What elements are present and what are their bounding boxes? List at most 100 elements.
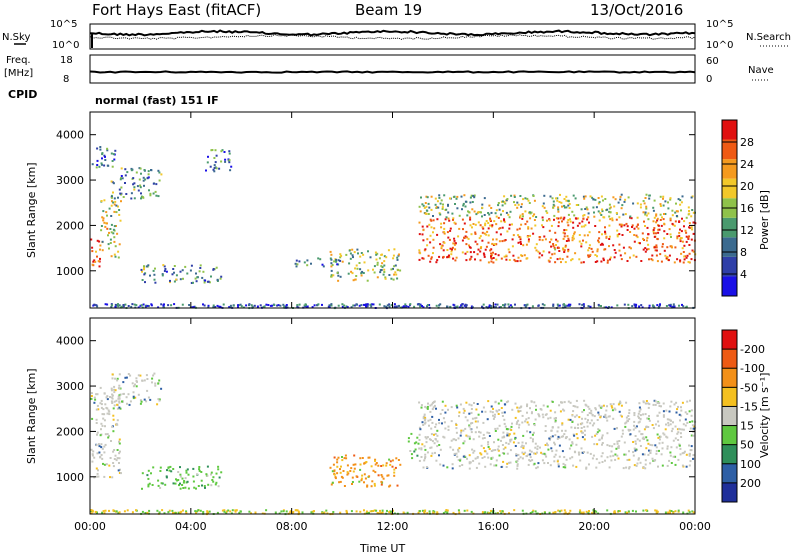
velocity-cell bbox=[160, 482, 163, 485]
power-colorbar-label-tick: 24 bbox=[740, 158, 754, 171]
power-cell bbox=[667, 201, 669, 204]
power-cell bbox=[451, 212, 454, 215]
power-cell bbox=[373, 265, 376, 268]
velocity-cell bbox=[455, 431, 458, 434]
power-cell bbox=[481, 206, 484, 209]
velocity-cell bbox=[341, 476, 344, 479]
velocity-cell bbox=[100, 446, 103, 449]
velocity-cell bbox=[375, 509, 378, 512]
velocity-cell bbox=[677, 431, 680, 434]
power-cell bbox=[522, 198, 525, 201]
power-cell bbox=[432, 219, 435, 222]
velocity-cell bbox=[597, 428, 600, 431]
power-cell bbox=[426, 196, 429, 199]
power-cell bbox=[683, 258, 686, 261]
velocity-cell bbox=[354, 463, 357, 466]
power-cell bbox=[687, 206, 690, 209]
velocity-cell bbox=[628, 467, 631, 470]
power-cell bbox=[101, 152, 104, 155]
power-cell bbox=[383, 305, 386, 308]
power-cell bbox=[622, 213, 625, 216]
power-ylabel: Slant Range [km] bbox=[25, 162, 38, 258]
velocity-cell bbox=[176, 479, 179, 482]
power-cell bbox=[508, 259, 511, 261]
velocity-x-axis: 00:00 04:00 08:00 12:00 16:00 20:00 00:00 bbox=[74, 318, 711, 533]
velocity-cell bbox=[569, 509, 572, 512]
velocity-cell bbox=[446, 511, 449, 514]
velocity-cell bbox=[563, 409, 566, 412]
velocity-cell bbox=[529, 431, 532, 434]
power-cell bbox=[465, 230, 468, 233]
velocity-cell bbox=[351, 476, 354, 479]
power-cell bbox=[145, 265, 148, 268]
velocity-cell bbox=[658, 449, 660, 452]
power-cell bbox=[544, 238, 547, 241]
power-cell bbox=[629, 256, 631, 259]
power-cell bbox=[480, 246, 483, 248]
power-cell bbox=[620, 207, 623, 210]
power-cell bbox=[563, 304, 566, 307]
velocity-cell bbox=[108, 413, 111, 416]
velocity-cell bbox=[139, 402, 142, 405]
power-cell bbox=[530, 211, 533, 214]
power-cell bbox=[501, 200, 504, 203]
power-cell bbox=[175, 274, 178, 277]
power-cell bbox=[99, 146, 102, 148]
power-cell bbox=[214, 306, 217, 308]
power-cell bbox=[91, 246, 94, 249]
power-cell bbox=[491, 225, 494, 228]
velocity-cell bbox=[587, 512, 590, 515]
velocity-cell bbox=[676, 408, 679, 411]
power-cell bbox=[601, 233, 603, 236]
power-cell bbox=[493, 243, 496, 246]
power-cell bbox=[363, 261, 366, 264]
power-cell bbox=[213, 170, 216, 173]
power-cell bbox=[147, 305, 150, 307]
power-cell bbox=[517, 256, 520, 259]
velocity-cell bbox=[611, 445, 614, 448]
power-cell bbox=[580, 242, 583, 245]
power-cell bbox=[514, 204, 517, 206]
velocity-cell bbox=[657, 420, 660, 423]
power-cell bbox=[448, 254, 450, 257]
velocity-cell bbox=[95, 418, 98, 421]
power-cell bbox=[645, 205, 648, 208]
power-cell bbox=[220, 150, 223, 153]
velocity-cell bbox=[182, 481, 185, 484]
power-cell bbox=[469, 218, 472, 221]
power-cell bbox=[173, 271, 175, 274]
power-cell bbox=[479, 235, 482, 238]
velocity-cell bbox=[432, 406, 435, 409]
velocity-cell bbox=[581, 410, 584, 413]
velocity-cell bbox=[684, 424, 687, 427]
power-cell bbox=[612, 196, 615, 199]
velocity-cell bbox=[483, 450, 486, 453]
velocity-cell bbox=[598, 429, 601, 432]
velocity-cell bbox=[118, 440, 120, 443]
power-cell bbox=[471, 208, 474, 211]
velocity-cell bbox=[381, 511, 384, 514]
velocity-cell bbox=[195, 512, 197, 515]
velocity-cell bbox=[374, 458, 377, 461]
freq-label: Freq. bbox=[6, 55, 31, 66]
velocity-cell bbox=[659, 435, 662, 438]
velocity-cell bbox=[468, 425, 471, 428]
velocity-cell bbox=[423, 413, 426, 416]
power-cell bbox=[432, 231, 434, 234]
power-cell bbox=[640, 304, 643, 307]
velocity-cell bbox=[669, 511, 672, 514]
power-cell bbox=[561, 258, 564, 261]
velocity-cell bbox=[593, 422, 596, 425]
velocity-cell bbox=[632, 428, 635, 431]
power-cell bbox=[446, 305, 448, 308]
power-cell bbox=[645, 193, 648, 196]
power-cell bbox=[229, 304, 232, 307]
velocity-cell bbox=[158, 379, 161, 382]
power-cell bbox=[547, 259, 550, 262]
power-cell bbox=[629, 216, 631, 219]
power-cell bbox=[336, 263, 339, 266]
power-cell bbox=[441, 206, 444, 209]
power-cell bbox=[157, 306, 160, 309]
power-cell bbox=[354, 267, 357, 270]
velocity-cell bbox=[118, 442, 121, 445]
